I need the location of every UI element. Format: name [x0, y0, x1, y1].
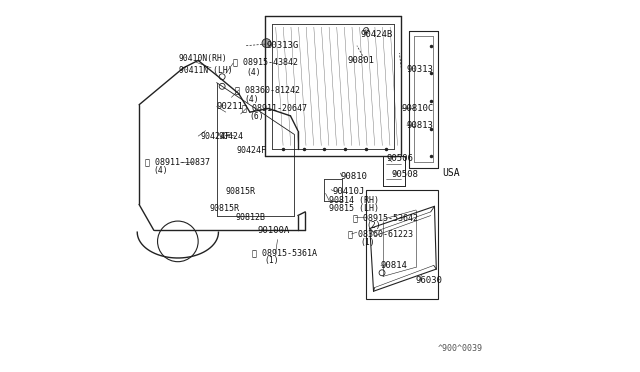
Text: ⓕ 08915-53642: ⓕ 08915-53642: [353, 213, 418, 222]
Text: ^900^0039: ^900^0039: [438, 344, 483, 353]
Text: (1): (1): [360, 238, 375, 247]
Text: Ⓢ 08360-81242: Ⓢ 08360-81242: [235, 86, 300, 94]
Text: Ⓝ 08911-10837: Ⓝ 08911-10837: [145, 157, 210, 167]
Text: 90506: 90506: [387, 154, 413, 163]
Text: (6): (6): [250, 112, 264, 121]
Text: (4): (4): [154, 166, 168, 175]
Text: 90424: 90424: [218, 132, 243, 141]
Text: 90411N (LH): 90411N (LH): [179, 66, 232, 75]
Text: (4): (4): [246, 68, 260, 77]
Circle shape: [262, 39, 271, 48]
Text: 90815R: 90815R: [209, 203, 239, 213]
Text: 90313G: 90313G: [266, 41, 299, 50]
Text: 90424B: 90424B: [360, 30, 393, 39]
Text: 90410N(RH): 90410N(RH): [179, 54, 228, 63]
Text: 90801: 90801: [348, 56, 374, 65]
Text: 90100A: 90100A: [257, 226, 289, 235]
Text: 90810C: 90810C: [401, 104, 433, 113]
Text: 90814 (RH): 90814 (RH): [329, 196, 380, 205]
Text: 90812B: 90812B: [235, 213, 265, 222]
Text: 90508: 90508: [392, 170, 419, 179]
Text: 90815R: 90815R: [226, 187, 256, 196]
Text: USA: USA: [442, 168, 460, 178]
Text: 90815 (LH): 90815 (LH): [329, 204, 380, 214]
Text: 90814: 90814: [381, 261, 408, 270]
Text: 90813: 90813: [407, 121, 434, 129]
Text: (2): (2): [366, 221, 381, 230]
Text: (1): (1): [264, 256, 279, 265]
Text: 90810: 90810: [340, 172, 367, 181]
Text: ⓕ 08915-43842: ⓕ 08915-43842: [233, 58, 298, 67]
Text: 90410J: 90410J: [333, 187, 365, 196]
Text: 90211: 90211: [216, 102, 243, 111]
Bar: [366, 190, 438, 299]
Text: (4): (4): [244, 95, 259, 104]
Text: 96030: 96030: [416, 276, 443, 285]
Text: Ⓝ 08911-20647: Ⓝ 08911-20647: [243, 103, 307, 112]
Text: 90424F: 90424F: [237, 147, 267, 155]
Text: Ⓝ 08915-5361A: Ⓝ 08915-5361A: [252, 248, 317, 257]
Text: Ⓢ 08360-61223: Ⓢ 08360-61223: [348, 230, 413, 238]
Text: 90424F: 90424F: [200, 132, 230, 141]
Text: 90313: 90313: [407, 65, 434, 74]
